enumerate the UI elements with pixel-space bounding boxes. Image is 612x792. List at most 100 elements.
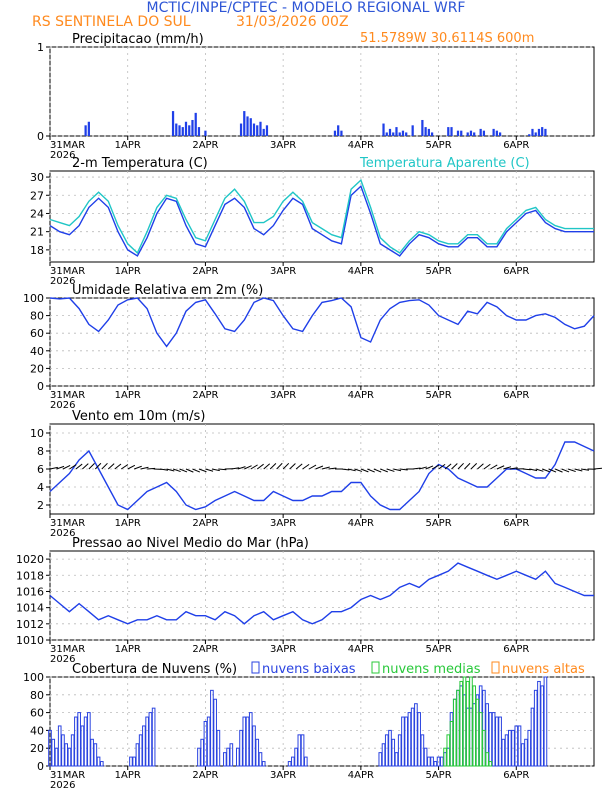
wind-barb (580, 468, 590, 471)
x-tick-label: 4APR (348, 266, 374, 277)
x-tick-label: 31MAR (50, 644, 85, 655)
precip-bar (544, 128, 547, 136)
cloud-bar-nuvens-baixas (51, 738, 56, 767)
cloud-bar-nuvens-baixas (67, 747, 72, 767)
wind-barb (140, 466, 149, 470)
y-tick-label: 1016 (16, 585, 44, 598)
wind-barb (244, 465, 252, 470)
cloud-bar-nuvens-medias (452, 698, 457, 767)
y-tick-label: 20 (30, 362, 44, 375)
cloud-bar-nuvens-baixas (427, 756, 431, 767)
cloud-bar-nuvens-baixas (203, 721, 208, 767)
precip-bar (427, 128, 430, 136)
wind-barb (412, 467, 421, 470)
precip-bar (178, 125, 181, 136)
panel-title-precip: Precipitacao (mm/h) (72, 32, 204, 47)
precip-bar (447, 127, 450, 136)
cloud-bar-nuvens-baixas (520, 743, 525, 767)
wind-barb (561, 468, 570, 473)
wind-barb (315, 465, 324, 470)
precip-bar (424, 127, 427, 136)
series-line-rh-0 (49, 297, 595, 348)
precip-bar (204, 130, 207, 136)
y-tick-label: 1012 (16, 618, 44, 631)
x-year-label: 2026 (50, 276, 75, 287)
cloud-bar-nuvens-baixas (229, 743, 234, 767)
cloud-bar-nuvens-medias (475, 698, 480, 767)
wind-barb (211, 468, 220, 472)
x-tick-label: 1APR (115, 390, 141, 401)
wind-barb (393, 468, 402, 472)
panel-frame-rh (49, 297, 595, 387)
cloud-bar-nuvens-baixas (530, 707, 535, 767)
wind-barb (237, 466, 246, 470)
precip-bar (188, 125, 191, 136)
cloud-bar-nuvens-baixas (527, 729, 532, 767)
series-line-temp-0 (49, 184, 594, 257)
precip-bar (479, 128, 482, 136)
precip-bar (450, 127, 453, 136)
x-tick-label: 4APR (348, 518, 374, 529)
wind-barb (218, 468, 227, 471)
wind-barb (231, 467, 240, 470)
y-tick-label: 80 (30, 689, 44, 702)
cloud-bar-nuvens-baixas (151, 707, 156, 767)
wind-barb (425, 465, 434, 470)
precip-bar (531, 128, 534, 136)
cloud-bar-nuvens-baixas (495, 716, 499, 767)
precip-bar (171, 111, 175, 136)
cloud-bar-nuvens-baixas (148, 712, 153, 767)
cloud-bar-nuvens-baixas (533, 689, 538, 767)
cloud-bar-nuvens-baixas (83, 716, 88, 767)
wind-barb (107, 463, 115, 470)
precip-bar (469, 130, 473, 136)
cloud-bar-nuvens-medias (488, 761, 493, 767)
precip-bar (191, 119, 194, 136)
y-tick-label: 21 (30, 226, 44, 239)
cloud-bar-nuvens-baixas (543, 676, 548, 767)
x-tick-label: 31MAR (50, 266, 85, 277)
x-tick-label: 3APR (270, 518, 296, 529)
wind-barb (120, 464, 129, 470)
legend-label-2: nuvens altas (502, 662, 585, 677)
x-tick-label: 4APR (348, 770, 374, 781)
cloud-bar-nuvens-baixas (226, 747, 230, 767)
cloud-bar-nuvens-medias (465, 680, 470, 767)
wind-barb (179, 468, 188, 473)
wind-barb (94, 462, 102, 470)
y-tick-label: 10 (30, 427, 44, 440)
wind-barb (282, 462, 290, 470)
wind-barb (101, 462, 108, 470)
legend-swatch-2 (491, 661, 500, 674)
wind-barb (477, 463, 484, 470)
x-tick-label: 31MAR (50, 390, 85, 401)
wind-barb (354, 468, 363, 472)
wind-barb (548, 468, 557, 473)
cloud-bar-nuvens-baixas (142, 725, 146, 767)
x-tick-label: 6APR (503, 140, 529, 151)
cloud-bar-nuvens-baixas (235, 747, 240, 767)
wind-barb (166, 468, 175, 472)
precip-bar (473, 132, 476, 136)
wind-barb (431, 464, 440, 470)
precip-bar (175, 123, 178, 136)
cloud-bar-nuvens-baixas (297, 734, 302, 767)
cloud-bar-nuvens-baixas (514, 725, 519, 767)
wind-barb (256, 463, 264, 470)
cloud-bar-nuvens-baixas (87, 712, 91, 767)
precip-bar (460, 130, 463, 136)
wind-barb (509, 467, 518, 470)
x-year-label: 2026 (50, 400, 75, 411)
x-tick-label: 2APR (192, 140, 218, 151)
panel-rh: Umidade Relativa em 2m (%) 0 20 40 60 80 100 31… (23, 283, 595, 411)
wind-barb (399, 468, 408, 471)
cloud-bar-nuvens-baixas (294, 747, 298, 767)
cloud-bar-nuvens-baixas (145, 716, 149, 767)
cloud-bar-nuvens-medias (459, 680, 464, 767)
y-tick-label: 1010 (16, 634, 44, 647)
cloud-bar-nuvens-baixas (248, 712, 253, 767)
cloud-bar-nuvens-baixas (90, 738, 94, 767)
y-tick-label: 27 (30, 189, 44, 202)
